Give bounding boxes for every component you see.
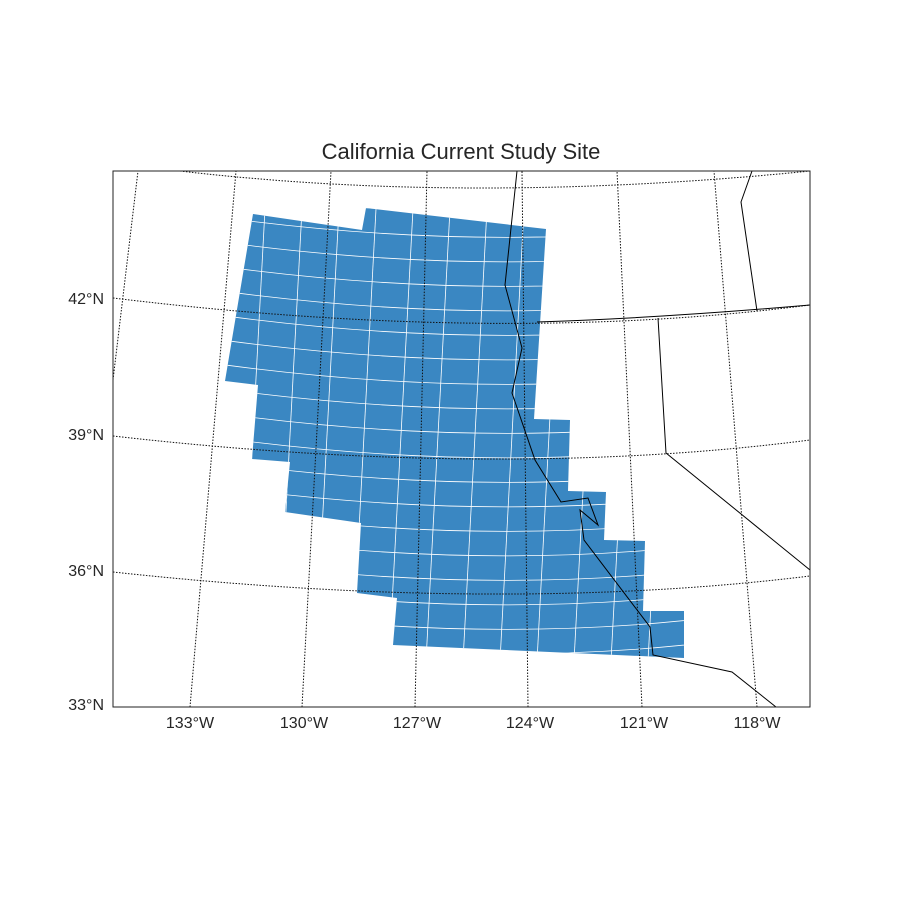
map-area (113, 171, 810, 707)
meridian (713, 171, 758, 707)
parallel (113, 435, 810, 460)
meridian (189, 171, 237, 707)
state-border (740, 171, 758, 312)
grid-cell-line (225, 208, 684, 214)
lon-label: 121°W (620, 715, 669, 732)
meridian (521, 171, 529, 707)
meridian (414, 171, 428, 707)
grid-cell-line (461, 208, 489, 658)
state-border (657, 317, 810, 571)
map-frame (112, 170, 811, 708)
graticule (113, 171, 810, 707)
lon-label: 130°W (280, 715, 329, 732)
parallel (113, 297, 810, 324)
grid-cell-line (498, 208, 526, 658)
lat-label: 36°N (68, 563, 104, 580)
grid-cell-line (424, 208, 452, 658)
coastline (504, 171, 777, 707)
lon-label: 133°W (166, 715, 215, 732)
meridian (301, 171, 332, 707)
lat-label: 42°N (68, 291, 104, 308)
grid-cell-line (646, 208, 674, 658)
meridian (113, 171, 139, 381)
grid-cell-line (683, 208, 684, 658)
lon-label: 124°W (506, 715, 555, 732)
grid-cell-line (225, 208, 230, 658)
lat-label: 33°N (68, 697, 104, 714)
meridian (616, 171, 643, 707)
lon-label: 118°W (733, 715, 781, 732)
parallel (179, 171, 810, 189)
lat-label: 39°N (68, 427, 104, 444)
lon-label: 127°W (393, 715, 442, 732)
map-title: California Current Study Site (322, 139, 601, 164)
grid-cell-line (225, 655, 684, 658)
state-border (536, 304, 810, 323)
parallel (113, 571, 810, 595)
